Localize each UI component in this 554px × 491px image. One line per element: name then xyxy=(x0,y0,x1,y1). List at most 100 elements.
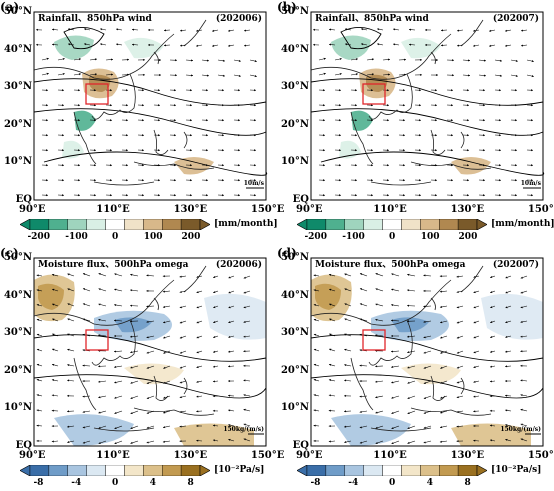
vector-arrow xyxy=(494,119,502,122)
vector-arrow xyxy=(526,59,534,63)
vector-arrow xyxy=(217,194,225,197)
coastline-4 xyxy=(430,51,436,65)
contour-line-3 xyxy=(320,151,545,176)
vector-arrow xyxy=(162,275,171,278)
vector-arrow xyxy=(520,423,528,427)
vector-arrow xyxy=(334,149,342,152)
vector-arrow xyxy=(89,164,97,167)
vector-arrow xyxy=(131,28,139,31)
colorbar-segment xyxy=(29,465,50,476)
study-region-box xyxy=(85,83,109,105)
vector-arrow xyxy=(233,119,241,122)
vector-arrow xyxy=(201,119,209,122)
colorbar-tick-label: 0 xyxy=(112,232,119,242)
vector-arrow xyxy=(462,149,470,152)
colorbar-tick-label: -100 xyxy=(342,232,365,242)
latitude-label: 30°N xyxy=(280,327,309,339)
longitude-label: 90°E xyxy=(296,204,323,215)
vector-arrow xyxy=(114,350,123,353)
vector-arrow xyxy=(114,395,123,399)
vector-arrow xyxy=(505,438,512,442)
vector-arrow xyxy=(130,425,139,430)
colorbar-segment xyxy=(306,465,327,476)
vector-arrow xyxy=(391,410,400,414)
vector-arrow xyxy=(169,119,177,122)
coastline-2 xyxy=(73,111,97,165)
vector-arrow xyxy=(334,179,342,182)
vector-arrow xyxy=(212,439,219,442)
vector-arrow xyxy=(510,164,518,167)
vector-arrow xyxy=(510,104,518,107)
vector-arrow xyxy=(344,333,352,337)
vector-arrow xyxy=(398,179,406,182)
vector-field xyxy=(35,28,257,197)
vector-arrow xyxy=(457,44,464,47)
vector-arrow xyxy=(89,104,97,107)
contour-line-2 xyxy=(63,27,105,50)
vector-arrow xyxy=(407,425,416,430)
vector-arrow xyxy=(440,350,448,354)
vector-arrow xyxy=(114,334,123,338)
vector-arrow xyxy=(359,303,368,307)
vector-arrow xyxy=(318,89,326,92)
vector-arrow xyxy=(440,320,448,324)
colorbar-segment xyxy=(67,465,87,476)
vector-arrow xyxy=(243,423,251,427)
vector-arrow xyxy=(98,425,107,429)
vector-arrow xyxy=(67,364,75,367)
coastline-8 xyxy=(183,131,188,149)
vector-arrow xyxy=(243,438,251,442)
vector-arrow xyxy=(423,425,432,429)
vector-arrow xyxy=(114,319,123,322)
vector-arrow xyxy=(41,104,49,107)
vector-arrow xyxy=(153,73,162,77)
vector-arrow xyxy=(196,365,203,369)
vector-arrow xyxy=(153,164,161,167)
vector-arrow xyxy=(233,89,241,92)
vector-arrow xyxy=(414,119,422,122)
vector-arrow xyxy=(440,365,448,369)
vector-arrow xyxy=(201,59,209,62)
longitude-label: 130°E xyxy=(173,450,208,461)
vector-arrow xyxy=(51,273,59,277)
vector-arrow xyxy=(423,350,432,354)
vector-arrow xyxy=(73,149,81,152)
colorbar-segment xyxy=(162,465,182,476)
vector-arrow xyxy=(510,74,518,77)
vector-arrow xyxy=(179,440,187,443)
vector-field xyxy=(312,28,534,197)
vector-arrow xyxy=(196,29,203,32)
vector-arrow xyxy=(366,194,374,197)
vector-arrow xyxy=(169,104,177,107)
vector-arrow xyxy=(375,288,384,292)
vector-arrow xyxy=(130,365,139,369)
map-area: Rainfall、850hPa wind (202006) 10m/s xyxy=(33,11,268,201)
coastline-7 xyxy=(370,427,432,432)
vector-arrow xyxy=(82,395,91,398)
vector-arrow xyxy=(456,350,464,354)
vector-arrow xyxy=(313,394,320,397)
vector-arrow xyxy=(505,44,512,47)
vector-arrow xyxy=(137,119,145,122)
vector-arrow xyxy=(121,194,129,197)
vector-arrow xyxy=(446,149,454,152)
vector-arrow xyxy=(217,179,225,182)
latitude-label: 20°N xyxy=(280,364,309,376)
vector-arrow xyxy=(130,320,139,323)
coastline-7 xyxy=(93,181,155,186)
vector-arrow xyxy=(423,335,432,339)
shaded-field xyxy=(34,274,266,446)
vector-arrow xyxy=(391,395,400,399)
vector-arrow xyxy=(130,289,139,292)
vector-arrow xyxy=(440,410,448,414)
coastline-6 xyxy=(410,161,492,170)
vector-arrow xyxy=(329,303,336,307)
coastline-1 xyxy=(91,319,136,366)
vector-arrow xyxy=(393,43,400,46)
vector-arrow xyxy=(89,149,97,152)
vector-arrow xyxy=(462,134,470,137)
colorbar-segment xyxy=(363,219,383,230)
vector-arrow xyxy=(456,290,464,294)
vector-arrow xyxy=(456,410,464,413)
shade-region-5 xyxy=(204,293,266,340)
